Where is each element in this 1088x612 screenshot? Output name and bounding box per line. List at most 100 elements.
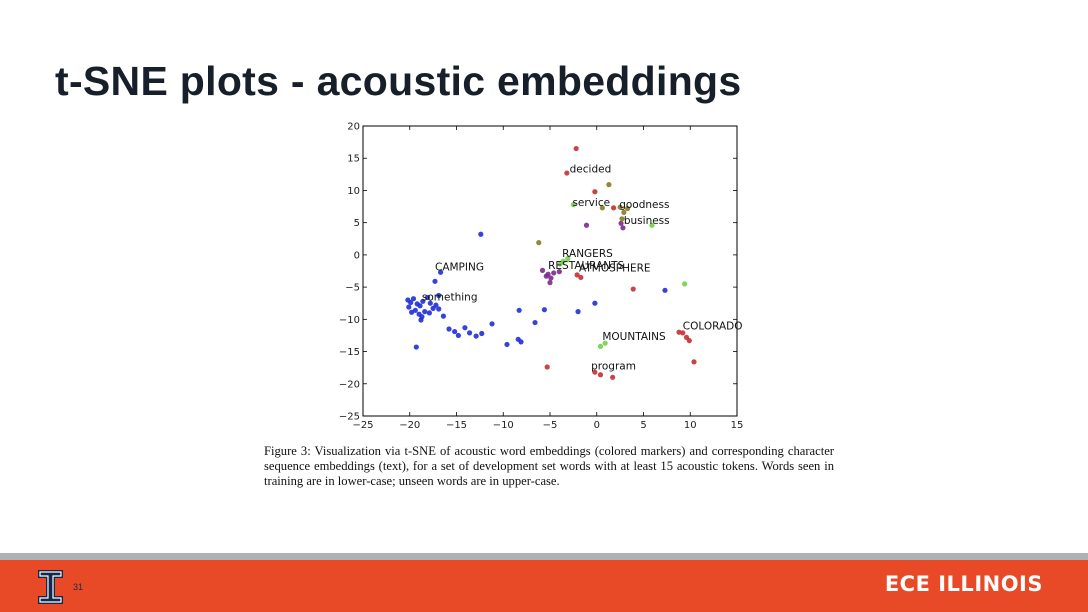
word-label: ATMOSPHERE [579, 263, 651, 275]
tsne-scatter-plot: −25 −20 −15 −10 −5 0 5 10 15 20 15 10 5 0 −5 −10 −15 −20 −… [339, 122, 744, 432]
x-tick-label: −10 [493, 420, 514, 431]
word-label: something [422, 292, 478, 304]
data-point [599, 205, 605, 211]
data-point [420, 298, 426, 304]
illinois-block-i-logo [38, 570, 63, 604]
data-point [544, 364, 550, 370]
data-point [466, 330, 473, 336]
data-point [620, 225, 626, 231]
data-point [573, 145, 579, 152]
data-point [610, 374, 616, 380]
data-point [406, 304, 412, 310]
data-point [409, 309, 415, 315]
data-point [413, 344, 419, 350]
data-point [592, 369, 598, 375]
data-point [543, 273, 549, 279]
data-point [432, 278, 438, 284]
data-point [592, 189, 598, 195]
ece-illinois-wordmark: ECE ILLINOIS [884, 572, 1043, 596]
word-label: RESTAURANTS [548, 260, 624, 272]
word-label: business [624, 215, 670, 227]
data-point [548, 275, 554, 281]
footer-bar: 31 ECE ILLINOIS [0, 560, 1088, 612]
data-point [446, 326, 452, 332]
data-point [541, 307, 547, 313]
x-tick-label: −5 [543, 420, 558, 431]
page-number: 31 [73, 582, 84, 592]
data-point [436, 306, 442, 312]
data-point [518, 339, 524, 345]
data-point [676, 329, 682, 335]
data-point [621, 209, 627, 215]
y-tick-label: 10 [347, 186, 360, 197]
data-point [592, 300, 598, 306]
y-tick-label: −10 [339, 315, 360, 326]
data-point [625, 205, 631, 212]
data-point [422, 309, 428, 315]
data-point [427, 300, 433, 306]
data-point [556, 269, 562, 275]
x-tick-label: 0 [594, 420, 600, 431]
data-point [630, 286, 636, 292]
y-tick-label: 5 [354, 218, 360, 229]
data-point [551, 270, 557, 276]
data-point [539, 267, 546, 273]
data-point [617, 204, 623, 210]
data-point [473, 333, 479, 339]
x-tick-label: −25 [352, 420, 373, 431]
y-tick-label: −25 [339, 412, 360, 423]
data-point [610, 205, 617, 211]
word-label: goodness [619, 199, 669, 211]
x-tick-label: −20 [399, 420, 420, 431]
data-point [478, 231, 484, 237]
data-point [565, 256, 571, 262]
data-point [570, 202, 576, 208]
data-point [606, 182, 612, 188]
x-tick-label: 5 [640, 420, 646, 431]
data-point [452, 328, 458, 335]
data-point [691, 359, 697, 365]
data-point [597, 372, 604, 378]
word-label: COLORADO [683, 321, 743, 333]
data-point [564, 170, 570, 176]
data-point [504, 341, 510, 348]
y-tick-label: 0 [354, 250, 360, 261]
x-tick-label: 15 [731, 420, 744, 431]
data-point [424, 294, 431, 301]
data-point [489, 321, 495, 327]
data-point [418, 317, 424, 323]
data-point [479, 330, 485, 337]
y-tick-label: 20 [347, 122, 360, 133]
data-point [438, 269, 444, 275]
y-tick-label: −20 [339, 379, 360, 390]
word-label: decided [570, 163, 612, 175]
data-point [410, 296, 417, 302]
data-point [618, 220, 624, 226]
data-point [536, 240, 542, 246]
x-tick-label: −15 [446, 420, 467, 431]
data-point [436, 292, 442, 299]
word-label: MOUNTAINS [602, 331, 666, 343]
figure-caption: Figure 3: Visualization via t-SNE of aco… [264, 444, 834, 488]
data-point [619, 216, 625, 222]
footer-divider [0, 553, 1088, 560]
word-label: CAMPING [435, 261, 484, 273]
data-point [649, 222, 655, 228]
data-point [574, 272, 580, 278]
plot-frame [362, 125, 738, 417]
y-tick-label: −15 [339, 347, 360, 358]
data-point [516, 307, 522, 313]
word-label: RANGERS [562, 248, 613, 260]
data-point [602, 340, 608, 346]
data-point [557, 261, 563, 267]
data-point [532, 319, 538, 326]
data-point [682, 281, 688, 287]
x-tick-label: 10 [684, 420, 697, 431]
data-point [547, 280, 553, 286]
data-point [575, 309, 581, 315]
data-point [662, 287, 668, 293]
data-point [597, 343, 604, 349]
word-label: service [572, 197, 610, 209]
data-point [455, 332, 461, 339]
word-label: program [591, 361, 636, 373]
